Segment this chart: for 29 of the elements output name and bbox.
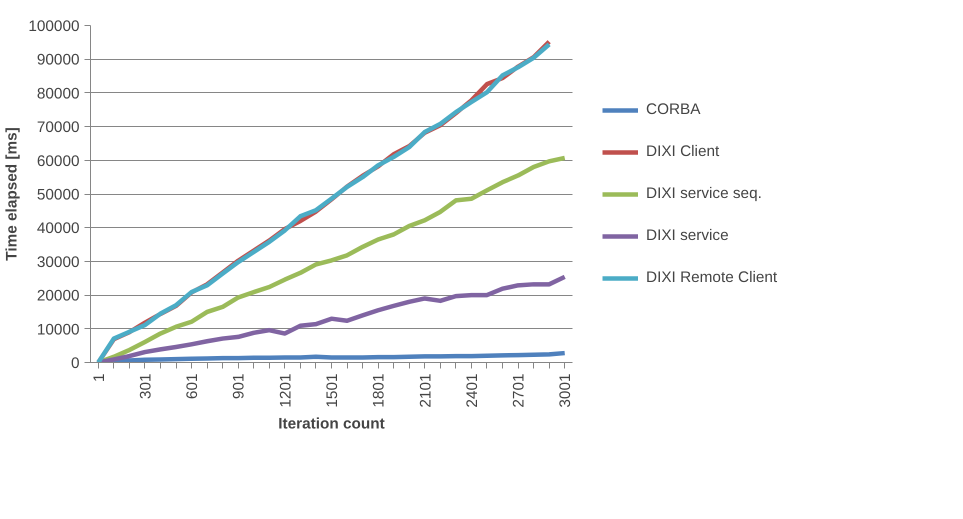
y-tick-label: 80000	[36, 85, 80, 102]
x-tick-label: 2101	[417, 373, 434, 408]
legend-label: DIXI service seq.	[646, 184, 763, 202]
y-axis-title: Time elapsed [ms]	[3, 127, 20, 261]
y-tick-label: 0	[70, 355, 80, 372]
x-tick-label: 301	[137, 373, 154, 400]
y-tick-label: 10000	[36, 321, 80, 338]
legend-label: DIXI Client	[646, 142, 720, 160]
x-tick-label: 1801	[370, 373, 388, 408]
y-tick-label: 40000	[36, 220, 80, 238]
y-tick-label: 20000	[36, 288, 80, 305]
legend-label: DIXI service	[646, 226, 730, 244]
y-tick-label: 90000	[36, 52, 80, 69]
x-tick-label: 601	[184, 373, 202, 400]
y-tick-label: 100000	[28, 18, 80, 35]
legend-label: CORBA	[646, 100, 702, 118]
x-tick-label: 2401	[464, 373, 481, 408]
y-tick-label: 70000	[36, 119, 80, 136]
x-tick-label: 1	[90, 373, 108, 382]
x-tick-label: 901	[230, 373, 248, 400]
y-tick-label: 50000	[36, 186, 80, 204]
y-tick-label: 60000	[36, 152, 80, 170]
x-tick-label: 1501	[324, 373, 341, 408]
legend-label: DIXI Remote Client	[646, 268, 778, 286]
x-tick-label: 1201	[277, 373, 294, 408]
x-axis-title: Iteration count	[278, 416, 385, 433]
x-tick-label: 2701	[510, 373, 528, 408]
x-tick-label: 3001	[557, 373, 574, 408]
y-tick-label: 30000	[36, 254, 80, 271]
